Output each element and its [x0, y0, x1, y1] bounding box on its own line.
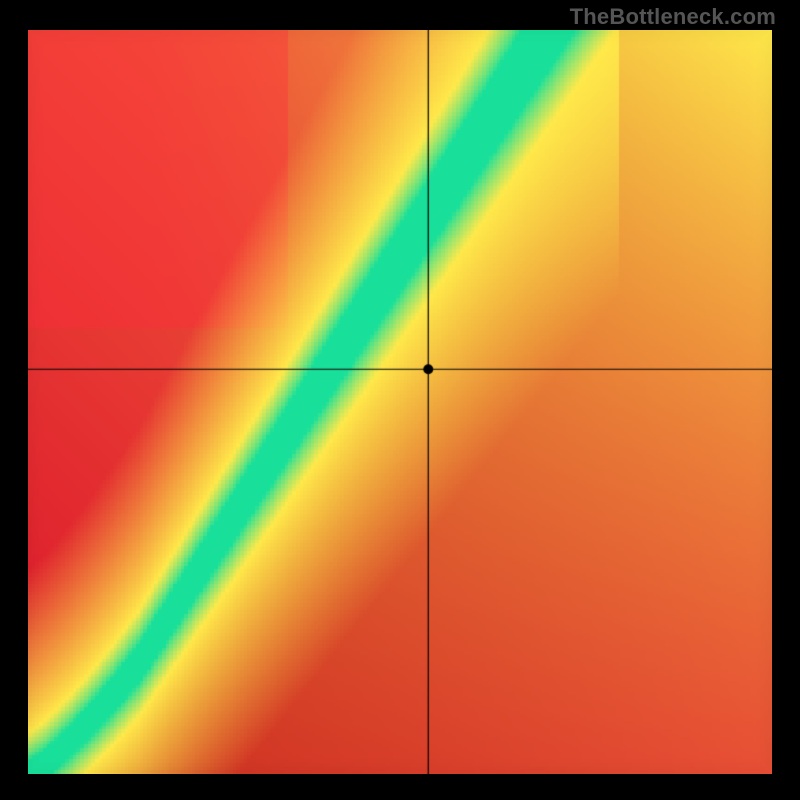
watermark-label: TheBottleneck.com: [570, 4, 776, 30]
chart-outer: TheBottleneck.com: [0, 0, 800, 800]
heatmap-canvas: [28, 30, 772, 774]
